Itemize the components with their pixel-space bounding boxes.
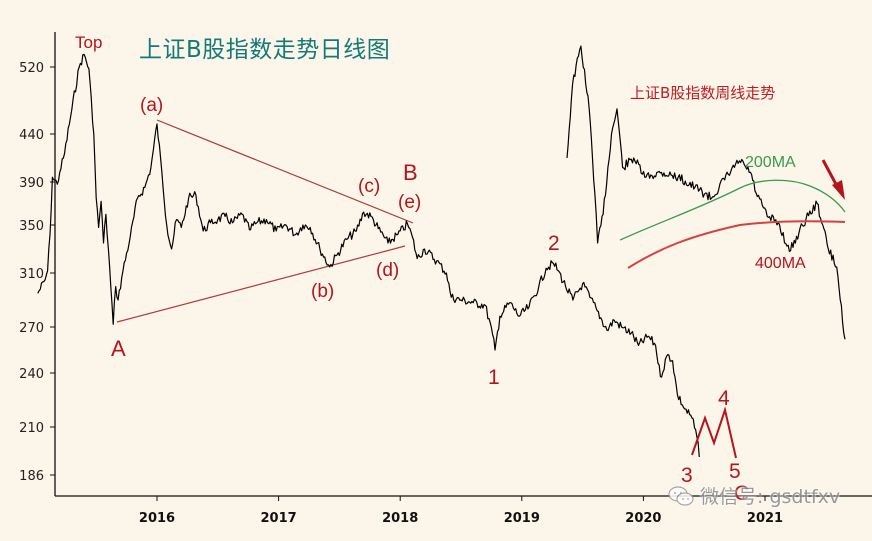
y-tick-label: 270 (19, 321, 44, 336)
triangle-pattern (116, 119, 414, 323)
label-3: 3 (681, 464, 693, 487)
label-b-paren: (b) (311, 281, 334, 302)
wechat-icon (668, 485, 694, 506)
ma400-line (627, 220, 846, 269)
label-C: C (734, 482, 749, 505)
y-tick-label: 350 (19, 219, 44, 234)
label-a-paren: (a) (140, 95, 163, 116)
wave-345-zigzag (691, 406, 737, 459)
y-tick-label: 520 (19, 61, 44, 76)
label-400ma: 400MA (755, 255, 806, 272)
annotations: Top (a) (c) B (e) (d) (b) A 1 2 3 4 5 C … (75, 33, 806, 505)
label-4: 4 (718, 387, 730, 410)
inset-title: 上证B股指数周线走势 (630, 84, 776, 102)
x-tick-label: 2021 (747, 511, 783, 526)
watermark-text: 微信号: gsdtfxv (700, 486, 841, 508)
y-tick-label: 310 (19, 267, 44, 282)
label-A: A (111, 336, 126, 361)
x-tick-label: 2017 (261, 511, 297, 526)
label-d-paren: (d) (376, 260, 399, 281)
ma200-line (619, 179, 846, 241)
label-e-paren: (e) (398, 192, 421, 213)
x-tick-label: 2018 (382, 511, 418, 526)
x-tick-label: 2020 (625, 511, 661, 526)
label-c-paren: (c) (358, 176, 380, 197)
label-top: Top (75, 33, 102, 52)
weekly-price-line (566, 45, 846, 340)
y-tick-label: 440 (19, 128, 44, 143)
label-2: 2 (548, 232, 560, 255)
daily-price-line (37, 53, 700, 458)
y-tick-label: 390 (19, 176, 44, 191)
x-tick-label: 2016 (139, 511, 175, 526)
y-tick-label: 210 (19, 421, 44, 436)
watermark: 微信号: gsdtfxv (668, 482, 840, 509)
y-tick-label: 240 (19, 367, 44, 382)
chart-title: 上证B股指数走势日线图 (139, 37, 391, 63)
label-B: B (403, 160, 418, 185)
x-tick-label: 2019 (504, 511, 540, 526)
label-5: 5 (729, 460, 741, 483)
label-1: 1 (488, 366, 500, 389)
y-axis: 520 440 390 350 310 270 240 210 186 (19, 32, 56, 496)
down-arrow-icon (821, 159, 845, 200)
y-tick-label: 186 (19, 469, 44, 484)
label-200ma: 200MA (745, 154, 796, 171)
x-axis: 2016 2017 2018 2019 2020 2021 (55, 495, 872, 526)
